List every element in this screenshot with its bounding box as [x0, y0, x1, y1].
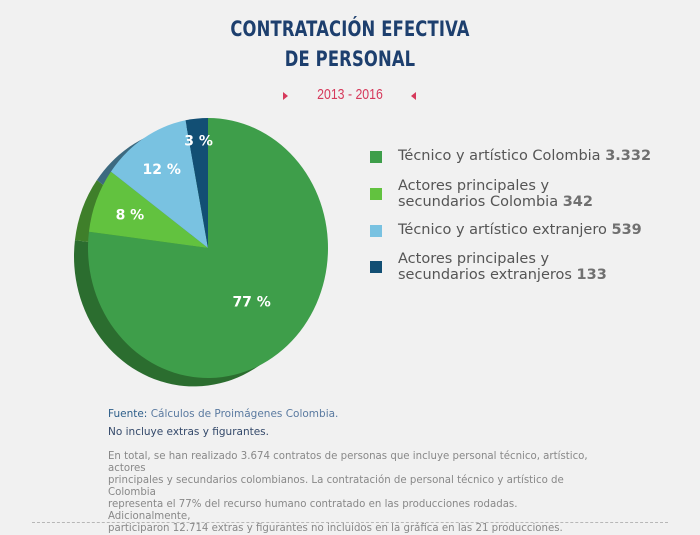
legend-label-line-1: Actores principales y	[398, 251, 550, 267]
legend-value: 342	[562, 194, 593, 210]
chart-source: Fuente: Cálculos de Proimágenes Colombia…	[108, 405, 338, 441]
legend-label-line-2: secundarios extranjeros	[398, 267, 572, 283]
legend-value: 3.332	[605, 148, 652, 164]
legend-value: 133	[576, 267, 607, 283]
chart-subtitle-row: 2013 - 2016	[0, 83, 700, 107]
pie-slice-label: 12 %	[143, 162, 181, 178]
pie-slice-label: 8 %	[116, 208, 145, 224]
triangle-left-icon	[411, 92, 416, 100]
legend-swatch	[370, 261, 382, 273]
triangle-right-icon	[283, 92, 288, 100]
chart-title-line-1: CONTRATACIÓN EFECTIVA	[230, 17, 470, 41]
summary-paragraph: En total, se han realizado 3.674 contrat…	[108, 451, 600, 535]
chart-title: CONTRATACIÓN EFECTIVA DE PERSONAL	[77, 14, 623, 74]
legend-label-line-2: secundarios Colombia	[398, 194, 559, 210]
summary-line: representa el 77% del recurso humano con…	[108, 499, 518, 522]
legend-swatch	[370, 151, 382, 163]
source-label: Fuente:	[108, 408, 148, 420]
legend-swatch	[370, 225, 382, 237]
summary-line: En total, se han realizado 3.674 contrat…	[108, 451, 588, 474]
source-note: No incluye extras y figurantes.	[108, 426, 269, 438]
pie-slice	[185, 118, 208, 248]
legend-value: 539	[611, 222, 642, 238]
legend-label-line-1: Actores principales y	[398, 178, 550, 194]
legend-label: Técnico y artístico Colombia	[398, 148, 601, 164]
legend-label: Técnico y artístico extranjero	[398, 222, 607, 238]
chart-subtitle: 2013 - 2016	[317, 86, 383, 103]
pie-slices	[87, 118, 329, 379]
summary-line: principales y secundarios colombianos. L…	[108, 475, 564, 498]
chart-title-line-2: DE PERSONAL	[284, 47, 416, 71]
pie-slice	[110, 120, 208, 248]
pie-slice-label: 77 %	[232, 295, 270, 311]
pie-slice	[87, 118, 329, 379]
summary-line: participaron 12.714 extras y figurantes …	[108, 523, 563, 534]
pie-slice	[88, 171, 208, 248]
legend-swatch	[370, 188, 382, 200]
source-text: Cálculos de Proimágenes Colombia.	[150, 408, 339, 420]
pie-slice-label: 3 %	[184, 134, 213, 150]
bottom-divider	[32, 522, 668, 523]
